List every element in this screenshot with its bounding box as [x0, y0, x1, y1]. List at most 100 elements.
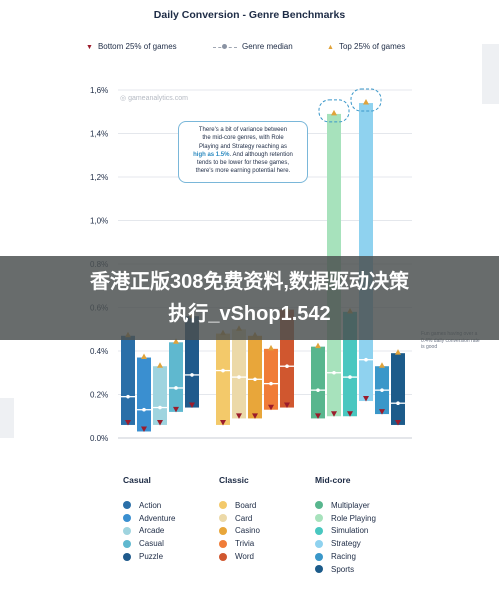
overlay-banner: 香港正版308免费资料,数据驱动决策 执行_vShop1.542 — [0, 256, 499, 340]
median-dot — [364, 357, 368, 362]
legend-group-title: Classic — [219, 475, 249, 485]
annotation-highlight: high as 1.5% — [193, 151, 230, 158]
annotation-text: tends to be lower for these games, — [196, 160, 290, 167]
legend-entry: Action — [123, 499, 175, 512]
legend-group-classic: Classic Board Card Casino Trivia Word — [219, 475, 260, 563]
bar — [121, 335, 135, 425]
median-dot — [396, 401, 400, 406]
legend-list: Action Adventure Arcade Casual Puzzle — [123, 499, 175, 563]
source-label: gameanalytics.com — [128, 95, 188, 102]
banner-line-1: 香港正版308免费资料,数据驱动决策 — [90, 271, 409, 293]
legend-entry-label: Adventure — [139, 513, 176, 523]
median-dot — [174, 386, 178, 390]
bottom-quartile-marker — [141, 426, 147, 432]
median-dot — [285, 364, 289, 369]
legend-bottom: ▼ Bottom 25% of games — [86, 42, 177, 51]
legend-entry: Racing — [315, 550, 376, 563]
y-tick-label: 1,4% — [90, 130, 108, 139]
median-dot — [237, 375, 241, 379]
legend-entry: Arcade — [123, 525, 175, 538]
top-quartile-marker — [173, 338, 179, 344]
legend-group-midcore: Mid-core Multiplayer Role Playing Simulati… — [315, 475, 376, 576]
legend-entry: Trivia — [219, 537, 260, 550]
median-dot — [332, 370, 336, 375]
corner-decoration — [482, 44, 499, 104]
highlight-circle — [318, 99, 350, 123]
top-quartile-marker — [157, 362, 163, 368]
legend-swatch — [123, 514, 131, 523]
legend-swatch — [219, 501, 227, 510]
top-quartile-marker — [379, 362, 385, 368]
legend-entry: Strategy — [315, 537, 376, 550]
median-line-icon — [213, 43, 237, 51]
median-dot — [158, 405, 162, 410]
bottom-quartile-marker — [173, 406, 179, 413]
highlight-circle — [350, 88, 382, 112]
chart-title: Daily Conversion - Genre Benchmarks — [153, 9, 346, 21]
bar — [311, 346, 325, 419]
source-watermark: ◎ gameanalytics.com — [120, 94, 188, 102]
legend-swatch — [123, 552, 131, 561]
legend-group-title: Casual — [123, 475, 151, 485]
legend-entry: Card — [219, 512, 260, 525]
legend-swatch — [315, 565, 323, 574]
legend-swatch — [123, 539, 131, 548]
legend-top-label: Top 25% of games — [338, 42, 406, 51]
legend-swatch — [123, 501, 131, 510]
bottom-quartile-marker — [236, 413, 242, 419]
legend-swatch — [315, 539, 323, 548]
legend-swatch — [219, 514, 227, 523]
legend-entry: Casual — [123, 537, 175, 550]
legend-entry-label: Multiplayer — [331, 500, 370, 510]
legend-swatch — [315, 514, 323, 523]
bottom-quartile-marker — [363, 396, 369, 402]
legend-list: Multiplayer Role Playing Simulation Strateg… — [315, 499, 376, 576]
legend-entry-label: Casino — [235, 526, 260, 536]
bar — [216, 333, 230, 425]
y-tick-label: 0.0% — [90, 434, 108, 443]
legend-entry-label: Strategy — [331, 539, 361, 549]
legend-entry-label: Board — [235, 500, 257, 510]
legend-group-title: Mid-core — [315, 475, 351, 485]
legend-entry-label: Trivia — [235, 539, 255, 549]
y-tick-label: 1,0% — [90, 217, 108, 226]
legend-entry-label: Racing — [331, 552, 356, 562]
annotation-text: the mid-core genres, with Role — [202, 135, 284, 142]
chart-legend: ▼ Bottom 25% of games Genre median ▲ Top 2… — [0, 42, 499, 56]
legend-entry-label: Simulation — [331, 526, 369, 536]
up-triangle-icon: ▲ — [327, 44, 334, 51]
bottom-quartile-marker — [331, 411, 337, 417]
legend-median: Genre median — [213, 42, 293, 51]
legend-entry: Board — [219, 499, 260, 512]
legend-bottom-label: Bottom 25% of games — [97, 42, 177, 51]
legend-entry-label: Role Playing — [331, 513, 376, 523]
bar — [359, 103, 373, 402]
top-quartile-marker — [315, 342, 321, 349]
legend-entry: Word — [219, 550, 260, 563]
bottom-quartile-marker — [157, 419, 163, 426]
bottom-quartile-marker — [125, 419, 131, 426]
top-quartile-marker — [141, 353, 147, 360]
legend-swatch — [123, 526, 131, 535]
legend-list: Board Card Casino Trivia Word — [219, 499, 260, 563]
bottom-quartile-marker — [315, 413, 321, 419]
bar — [264, 348, 278, 410]
legend-entry: Puzzle — [123, 550, 175, 563]
median-dot — [126, 394, 130, 399]
top-quartile-marker — [363, 99, 369, 105]
legend-swatch — [315, 526, 323, 535]
median-dot — [142, 407, 146, 412]
legend-group-casual: Casual Action Adventure Arcade Casual Puzzle — [123, 475, 175, 563]
bar — [248, 335, 262, 419]
bar — [232, 329, 246, 419]
bottom-quartile-marker — [252, 413, 258, 419]
down-triangle-icon: ▼ — [86, 44, 93, 51]
median-dot — [269, 381, 273, 386]
legend-entry-label: Puzzle — [139, 552, 164, 562]
legend-swatch — [219, 552, 227, 561]
median-dot — [380, 388, 384, 392]
legend-entry: Adventure — [123, 512, 175, 525]
bar — [169, 342, 183, 412]
banner-line-2: 执行_vShop1.542 — [168, 303, 331, 325]
top-quartile-marker — [268, 344, 274, 351]
